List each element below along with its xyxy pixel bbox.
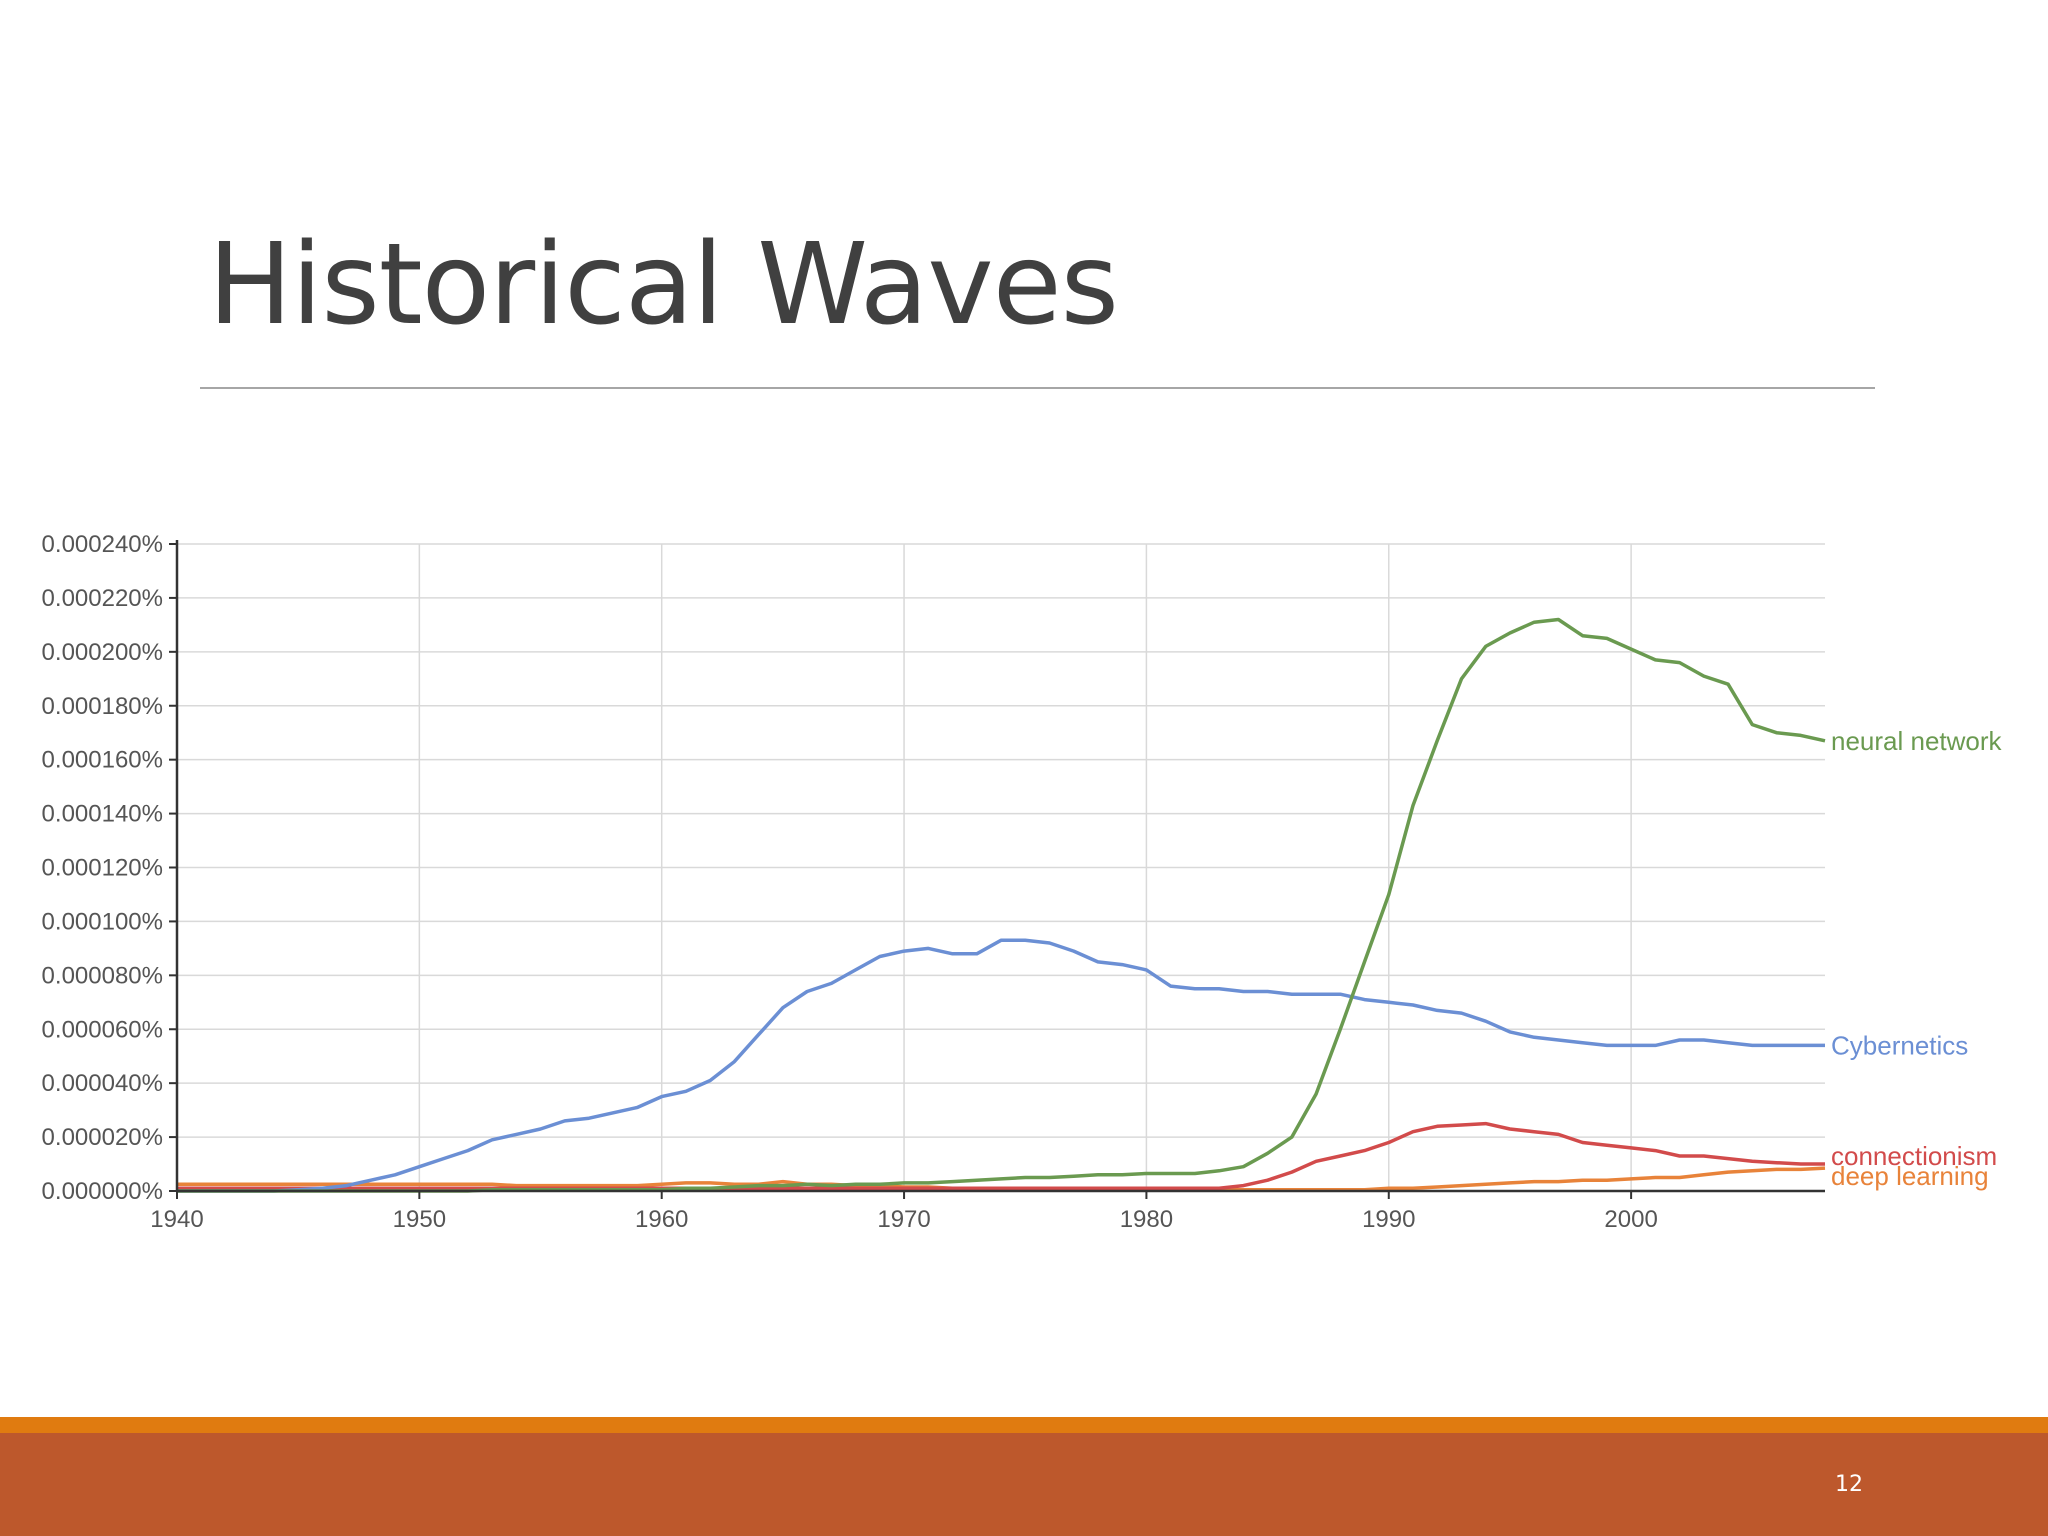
y-tick-label: 0.000040% xyxy=(42,1070,163,1097)
y-tick-label: 0.000100% xyxy=(42,908,163,935)
y-tick-label: 0.000240% xyxy=(42,531,163,558)
page-number: 12 xyxy=(1835,1472,1863,1497)
x-tick-label: 1970 xyxy=(877,1206,930,1233)
y-tick-label: 0.000220% xyxy=(42,585,163,612)
y-tick-label: 0.000020% xyxy=(42,1124,163,1151)
series-label-neural-network: neural network xyxy=(1831,726,2003,756)
x-tick-label: 1960 xyxy=(635,1206,688,1233)
x-tick-label: 1990 xyxy=(1362,1206,1415,1233)
y-tick-label: 0.000120% xyxy=(42,855,163,882)
y-tick-label: 0.000180% xyxy=(42,693,163,720)
series-label-connectionism: connectionism xyxy=(1831,1141,1997,1171)
series-line-cybernetics xyxy=(177,938,1825,1193)
x-tick-label: 1950 xyxy=(393,1206,446,1233)
chart-series-labels: neural network Cybernetics connectionismde… xyxy=(1831,726,2003,1191)
series-label-cybernetics: Cybernetics xyxy=(1831,1030,1968,1060)
ngram-line-chart: 0.000000% 0.000020% 0.000040% 0.000060% 0.00… xyxy=(42,531,2003,1233)
y-tick-label: 0.000060% xyxy=(42,1016,163,1043)
y-tick-label: 0.000160% xyxy=(42,747,163,774)
y-tick-label: 0.000200% xyxy=(42,639,163,666)
chart-axes xyxy=(169,540,1825,1199)
footer-bar xyxy=(0,1433,2048,1536)
chart-tick-labels: 0.000000% 0.000020% 0.000040% 0.000060% 0.00… xyxy=(42,531,1658,1233)
x-tick-label: 2000 xyxy=(1604,1206,1657,1233)
x-tick-label: 1980 xyxy=(1120,1206,1173,1233)
y-tick-label: 0.000000% xyxy=(42,1178,163,1205)
y-tick-label: 0.000140% xyxy=(42,801,163,828)
slide-title: Historical Waves xyxy=(208,220,1119,350)
chart-grid xyxy=(177,543,1825,1191)
series-label-deep-learning: deep learning xyxy=(1831,1161,1989,1191)
footer-accent-bar xyxy=(0,1417,2048,1433)
x-tick-label: 1940 xyxy=(150,1206,203,1233)
y-tick-label: 0.000080% xyxy=(42,962,163,989)
title-divider xyxy=(200,387,1875,389)
series-line-connectionism xyxy=(177,1121,1825,1191)
